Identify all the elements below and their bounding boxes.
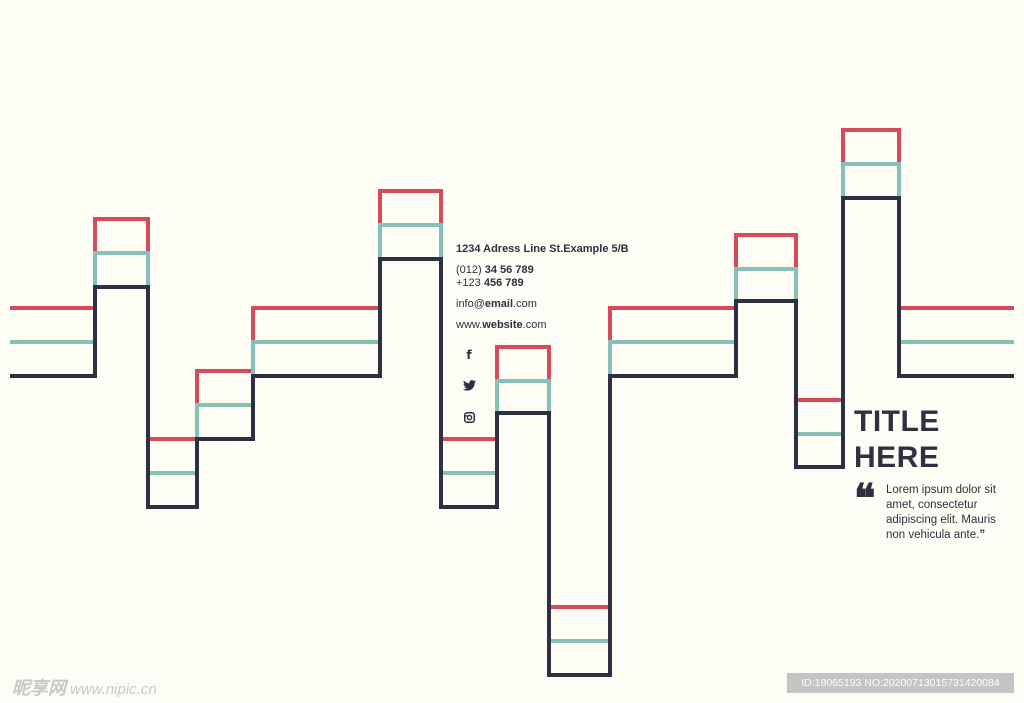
address: 1234 Adress Line St.Example 5/B	[456, 243, 629, 255]
facebook-icon[interactable]: f	[466, 348, 472, 362]
website-link[interactable]: www.website.com	[456, 319, 547, 331]
social-icons: f	[461, 348, 477, 444]
quote-text: Lorem ipsum dolor sit amet, consectetur …	[886, 484, 996, 541]
page-title: TITLE HERE	[854, 405, 940, 474]
quote-mark-icon: ❝	[854, 475, 876, 522]
navy-step-line	[10, 196, 1014, 677]
teal-step-line	[10, 162, 1014, 643]
phone-2[interactable]: +123 456 789	[456, 277, 524, 289]
red-step-line	[10, 128, 1014, 609]
box-closers	[146, 400, 798, 675]
instagram-icon[interactable]	[461, 412, 477, 444]
watermark-id: ID:18065193 NO:20200713015731420084	[787, 673, 1014, 693]
contact-block: 1234 Adress Line St.Example 5/B (012) 34…	[456, 243, 629, 332]
phone-1[interactable]: (012) 34 56 789	[456, 264, 534, 276]
email-link[interactable]: info@email.com	[456, 298, 537, 310]
twitter-icon[interactable]	[461, 380, 477, 412]
watermark-logo: 昵享网 www.nipic.cn	[12, 678, 157, 698]
